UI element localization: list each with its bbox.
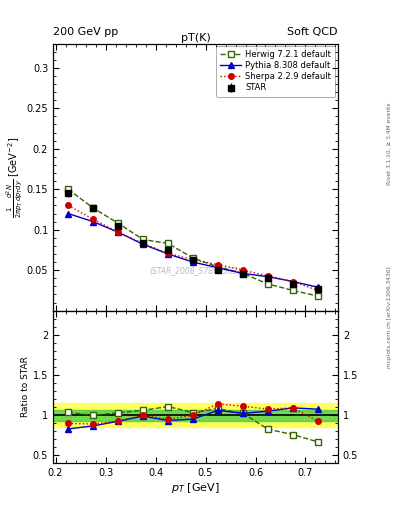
- Herwig 7.2.1 default: [91, 205, 95, 211]
- Text: Rivet 3.1.10, ≥ 3.4M events: Rivet 3.1.10, ≥ 3.4M events: [387, 102, 392, 185]
- Y-axis label: $\frac{1}{2\pi p_T}\frac{d^2N}{dp_T dy}$ [GeV$^{-2}$]: $\frac{1}{2\pi p_T}\frac{d^2N}{dp_T dy}$…: [4, 137, 25, 218]
- Sherpa 2.2.9 default: [166, 250, 171, 257]
- Sherpa 2.2.9 default: [91, 216, 95, 222]
- Sherpa 2.2.9 default: [241, 267, 245, 273]
- Text: (STAR_2008_S7869363): (STAR_2008_S7869363): [150, 266, 241, 275]
- Sherpa 2.2.9 default: [291, 279, 296, 285]
- Legend: Herwig 7.2.1 default, Pythia 8.308 default, Sherpa 2.2.9 default, STAR: Herwig 7.2.1 default, Pythia 8.308 defau…: [216, 46, 336, 97]
- Herwig 7.2.1 default: [316, 293, 320, 299]
- Herwig 7.2.1 default: [241, 270, 245, 276]
- Pythia 8.308 default: [116, 229, 120, 235]
- Herwig 7.2.1 default: [266, 281, 270, 287]
- Sherpa 2.2.9 default: [141, 241, 145, 247]
- Herwig 7.2.1 default: [116, 220, 120, 226]
- Line: Pythia 8.308 default: Pythia 8.308 default: [65, 211, 321, 290]
- Herwig 7.2.1 default: [66, 186, 70, 193]
- Sherpa 2.2.9 default: [316, 287, 320, 293]
- Pythia 8.308 default: [241, 270, 245, 276]
- Herwig 7.2.1 default: [141, 237, 145, 243]
- Pythia 8.308 default: [166, 251, 171, 257]
- Sherpa 2.2.9 default: [191, 257, 195, 263]
- Herwig 7.2.1 default: [191, 255, 195, 261]
- Herwig 7.2.1 default: [166, 241, 171, 247]
- Sherpa 2.2.9 default: [66, 202, 70, 208]
- Pythia 8.308 default: [191, 259, 195, 265]
- Text: mcplots.cern.ch [arXiv:1306.3436]: mcplots.cern.ch [arXiv:1306.3436]: [387, 267, 392, 368]
- Sherpa 2.2.9 default: [116, 229, 120, 235]
- Pythia 8.308 default: [141, 241, 145, 247]
- Text: 200 GeV pp: 200 GeV pp: [53, 27, 118, 37]
- Sherpa 2.2.9 default: [266, 273, 270, 279]
- Pythia 8.308 default: [91, 219, 95, 225]
- X-axis label: $p_T$ [GeV]: $p_T$ [GeV]: [171, 481, 220, 495]
- Herwig 7.2.1 default: [216, 264, 220, 270]
- Line: Herwig 7.2.1 default: Herwig 7.2.1 default: [65, 186, 321, 299]
- Pythia 8.308 default: [316, 284, 320, 290]
- Text: Soft QCD: Soft QCD: [288, 27, 338, 37]
- Pythia 8.308 default: [66, 210, 70, 217]
- Herwig 7.2.1 default: [291, 287, 296, 293]
- Title: pT(K): pT(K): [181, 33, 210, 42]
- Pythia 8.308 default: [216, 265, 220, 271]
- Pythia 8.308 default: [266, 273, 270, 280]
- Y-axis label: Ratio to STAR: Ratio to STAR: [21, 356, 30, 417]
- Pythia 8.308 default: [291, 279, 296, 285]
- Sherpa 2.2.9 default: [216, 262, 220, 268]
- Line: Sherpa 2.2.9 default: Sherpa 2.2.9 default: [65, 203, 321, 293]
